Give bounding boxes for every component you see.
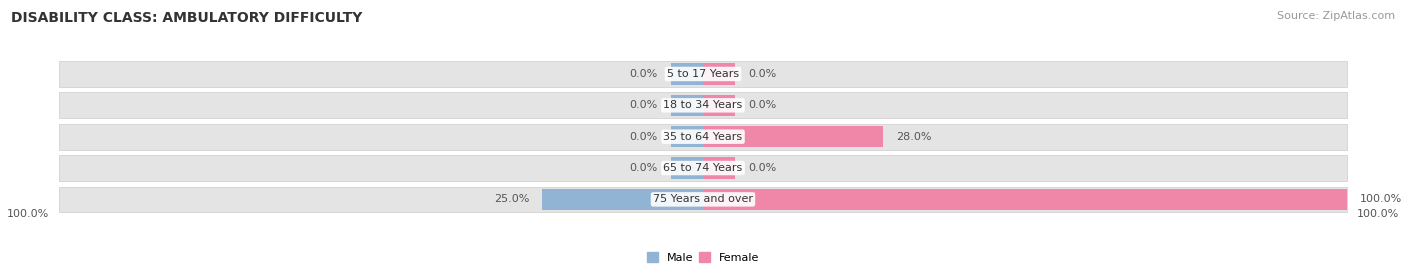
Text: 0.0%: 0.0% [630, 163, 658, 173]
Text: 100.0%: 100.0% [7, 209, 49, 219]
Text: 0.0%: 0.0% [630, 100, 658, 110]
Text: 25.0%: 25.0% [494, 194, 529, 204]
Bar [59, 155, 1347, 181]
Bar [671, 95, 703, 116]
Bar [703, 95, 735, 116]
Text: Source: ZipAtlas.com: Source: ZipAtlas.com [1277, 11, 1395, 21]
Bar [671, 126, 703, 147]
Bar [703, 126, 883, 147]
Text: 0.0%: 0.0% [630, 69, 658, 79]
Bar [59, 61, 1347, 87]
Bar [59, 92, 1347, 118]
Text: 0.0%: 0.0% [748, 163, 776, 173]
Bar [671, 157, 703, 179]
Bar [703, 63, 735, 85]
Text: 100.0%: 100.0% [1357, 209, 1399, 219]
Text: 65 to 74 Years: 65 to 74 Years [664, 163, 742, 173]
Text: 0.0%: 0.0% [748, 69, 776, 79]
Text: 18 to 34 Years: 18 to 34 Years [664, 100, 742, 110]
Text: 35 to 64 Years: 35 to 64 Years [664, 132, 742, 142]
Text: 28.0%: 28.0% [897, 132, 932, 142]
Text: 100.0%: 100.0% [1361, 194, 1403, 204]
Bar [703, 189, 1347, 210]
Text: 5 to 17 Years: 5 to 17 Years [666, 69, 740, 79]
Legend: Male, Female: Male, Female [643, 248, 763, 267]
Text: 75 Years and over: 75 Years and over [652, 194, 754, 204]
Bar [671, 63, 703, 85]
Text: 0.0%: 0.0% [630, 132, 658, 142]
Bar [703, 157, 735, 179]
Bar [541, 189, 703, 210]
Bar [59, 187, 1347, 212]
Bar [59, 124, 1347, 150]
Text: 0.0%: 0.0% [748, 100, 776, 110]
Text: DISABILITY CLASS: AMBULATORY DIFFICULTY: DISABILITY CLASS: AMBULATORY DIFFICULTY [11, 11, 363, 25]
